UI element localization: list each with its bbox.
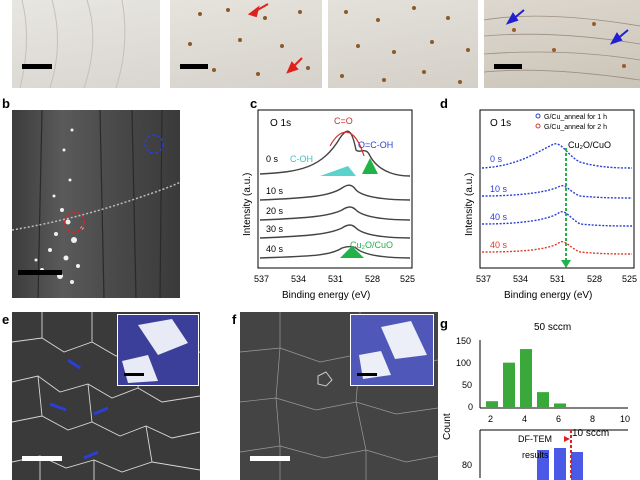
micrograph-a2-dots bbox=[188, 3, 310, 76]
time-label: 30 s bbox=[266, 224, 284, 234]
svg-text:6: 6 bbox=[556, 414, 561, 424]
y-axis-label: Intensity (a.u.) bbox=[242, 173, 253, 236]
time-label: 10 s bbox=[266, 186, 284, 196]
micrograph-a4-texture bbox=[484, 9, 640, 81]
y-axis-label: Count bbox=[442, 413, 453, 440]
time-label: 40 s bbox=[490, 212, 508, 222]
chart-d-title: O 1s bbox=[490, 118, 511, 129]
time-label: 0 s bbox=[490, 154, 503, 164]
peak-label-coh: C-OH bbox=[290, 154, 313, 164]
histogram-bar bbox=[537, 450, 549, 480]
peak-label-cu: Cu₂O/CuO bbox=[350, 240, 393, 250]
blue-arrow-icon bbox=[505, 9, 629, 45]
svg-text:150: 150 bbox=[456, 336, 471, 346]
micrograph-a3 bbox=[328, 0, 478, 88]
svg-text:528: 528 bbox=[365, 274, 380, 284]
x-axis-label: Binding energy (eV) bbox=[504, 290, 592, 301]
xps-chart-d: O 1s G/Cu_anneal for 1 h G/Cu_anneal for… bbox=[464, 109, 637, 301]
panel-label-d: d bbox=[440, 96, 448, 111]
annotation-text: results bbox=[522, 450, 549, 460]
x-axis-label: Binding energy (eV) bbox=[282, 290, 370, 301]
x-ticks: 2 4 6 8 10 bbox=[488, 414, 630, 424]
scale-bar bbox=[250, 456, 290, 461]
histogram-bar bbox=[554, 403, 566, 408]
annotation-text: DF-TEM bbox=[518, 434, 552, 444]
micrograph-a1-texture bbox=[19, 0, 126, 88]
svg-text:531: 531 bbox=[550, 274, 565, 284]
histogram-bar bbox=[503, 362, 515, 408]
x-axis-ticks: 537 534 531 528 525 bbox=[476, 274, 637, 284]
peak-label-oco: O=C-OH bbox=[358, 140, 393, 150]
histogram-bar bbox=[571, 452, 583, 480]
legend-item: G/Cu_anneal for 2 h bbox=[544, 124, 607, 131]
blue-circle-marker bbox=[144, 134, 164, 154]
panel-label-g: g bbox=[440, 316, 448, 331]
y-tick-bottom: 80 bbox=[462, 460, 472, 470]
scale-bar bbox=[18, 270, 62, 275]
sem-image-f bbox=[240, 312, 438, 480]
scale-bar bbox=[22, 456, 62, 461]
svg-text:531: 531 bbox=[328, 274, 343, 284]
svg-text:534: 534 bbox=[291, 274, 306, 284]
inset-image-e bbox=[117, 314, 199, 386]
marker-label: Cu₂O/CuO bbox=[568, 140, 611, 150]
time-label: 10 s bbox=[490, 184, 508, 194]
panel-label-c: c bbox=[250, 96, 258, 111]
blue-arrow-icon bbox=[49, 358, 109, 460]
histogram-g: 50 sccm 10 sccm Count 150 100 50 0 80 2 … bbox=[442, 322, 630, 480]
histogram-bar bbox=[554, 448, 566, 480]
svg-text:537: 537 bbox=[476, 274, 491, 284]
histogram-bar bbox=[520, 349, 532, 408]
time-label: 0 s bbox=[266, 154, 279, 164]
svg-text:537: 537 bbox=[254, 274, 269, 284]
arrow-down-icon bbox=[561, 260, 571, 268]
micrograph-a4 bbox=[484, 0, 640, 88]
series-label: 10 sccm bbox=[572, 428, 609, 439]
time-label: 20 s bbox=[266, 206, 284, 216]
chart-c-title: O 1s bbox=[270, 118, 291, 129]
micrograph-a2 bbox=[170, 0, 322, 88]
histogram-bar bbox=[537, 392, 549, 408]
panel-label-f: f bbox=[232, 312, 237, 327]
peak-label-co: C=O bbox=[334, 116, 353, 126]
svg-text:100: 100 bbox=[456, 358, 471, 368]
micrograph-a3-dots bbox=[340, 6, 470, 84]
inset-image-f bbox=[350, 314, 434, 386]
micrograph-a1 bbox=[12, 0, 160, 88]
red-arrow-icon bbox=[247, 3, 303, 74]
y-axis-label: Intensity (a.u.) bbox=[464, 173, 475, 236]
series-label: 50 sccm bbox=[534, 322, 571, 333]
y-ticks-top: 150 100 50 0 bbox=[456, 336, 473, 412]
x-axis-ticks: 537 534 531 528 525 bbox=[254, 274, 415, 284]
sem-image-b bbox=[12, 110, 180, 298]
scale-bar bbox=[180, 64, 208, 69]
svg-text:534: 534 bbox=[513, 274, 528, 284]
svg-text:525: 525 bbox=[622, 274, 637, 284]
red-circle-marker bbox=[63, 211, 85, 233]
svg-text:525: 525 bbox=[400, 274, 415, 284]
svg-text:10: 10 bbox=[620, 414, 630, 424]
xps-chart-c: O 1s C=O O=C-OH C-OH Cu₂O/CuO 0 s 10 s 2… bbox=[242, 109, 415, 301]
svg-text:2: 2 bbox=[488, 414, 493, 424]
legend-item: G/Cu_anneal for 1 h bbox=[544, 114, 607, 121]
scale-bar bbox=[494, 64, 522, 69]
scale-bar bbox=[22, 64, 52, 69]
svg-text:0: 0 bbox=[468, 402, 473, 412]
svg-text:8: 8 bbox=[590, 414, 595, 424]
panel-label-e: e bbox=[2, 312, 10, 327]
sem-image-e bbox=[12, 312, 200, 480]
time-label: 40 s bbox=[490, 240, 508, 250]
arrow-right-icon bbox=[564, 436, 570, 442]
time-label: 40 s bbox=[266, 244, 284, 254]
svg-text:4: 4 bbox=[522, 414, 527, 424]
svg-text:528: 528 bbox=[587, 274, 602, 284]
sem-image-e-grains bbox=[12, 312, 200, 480]
histogram-bar bbox=[486, 401, 498, 408]
panel-label-b: b bbox=[2, 96, 10, 111]
svg-text:50: 50 bbox=[462, 380, 472, 390]
